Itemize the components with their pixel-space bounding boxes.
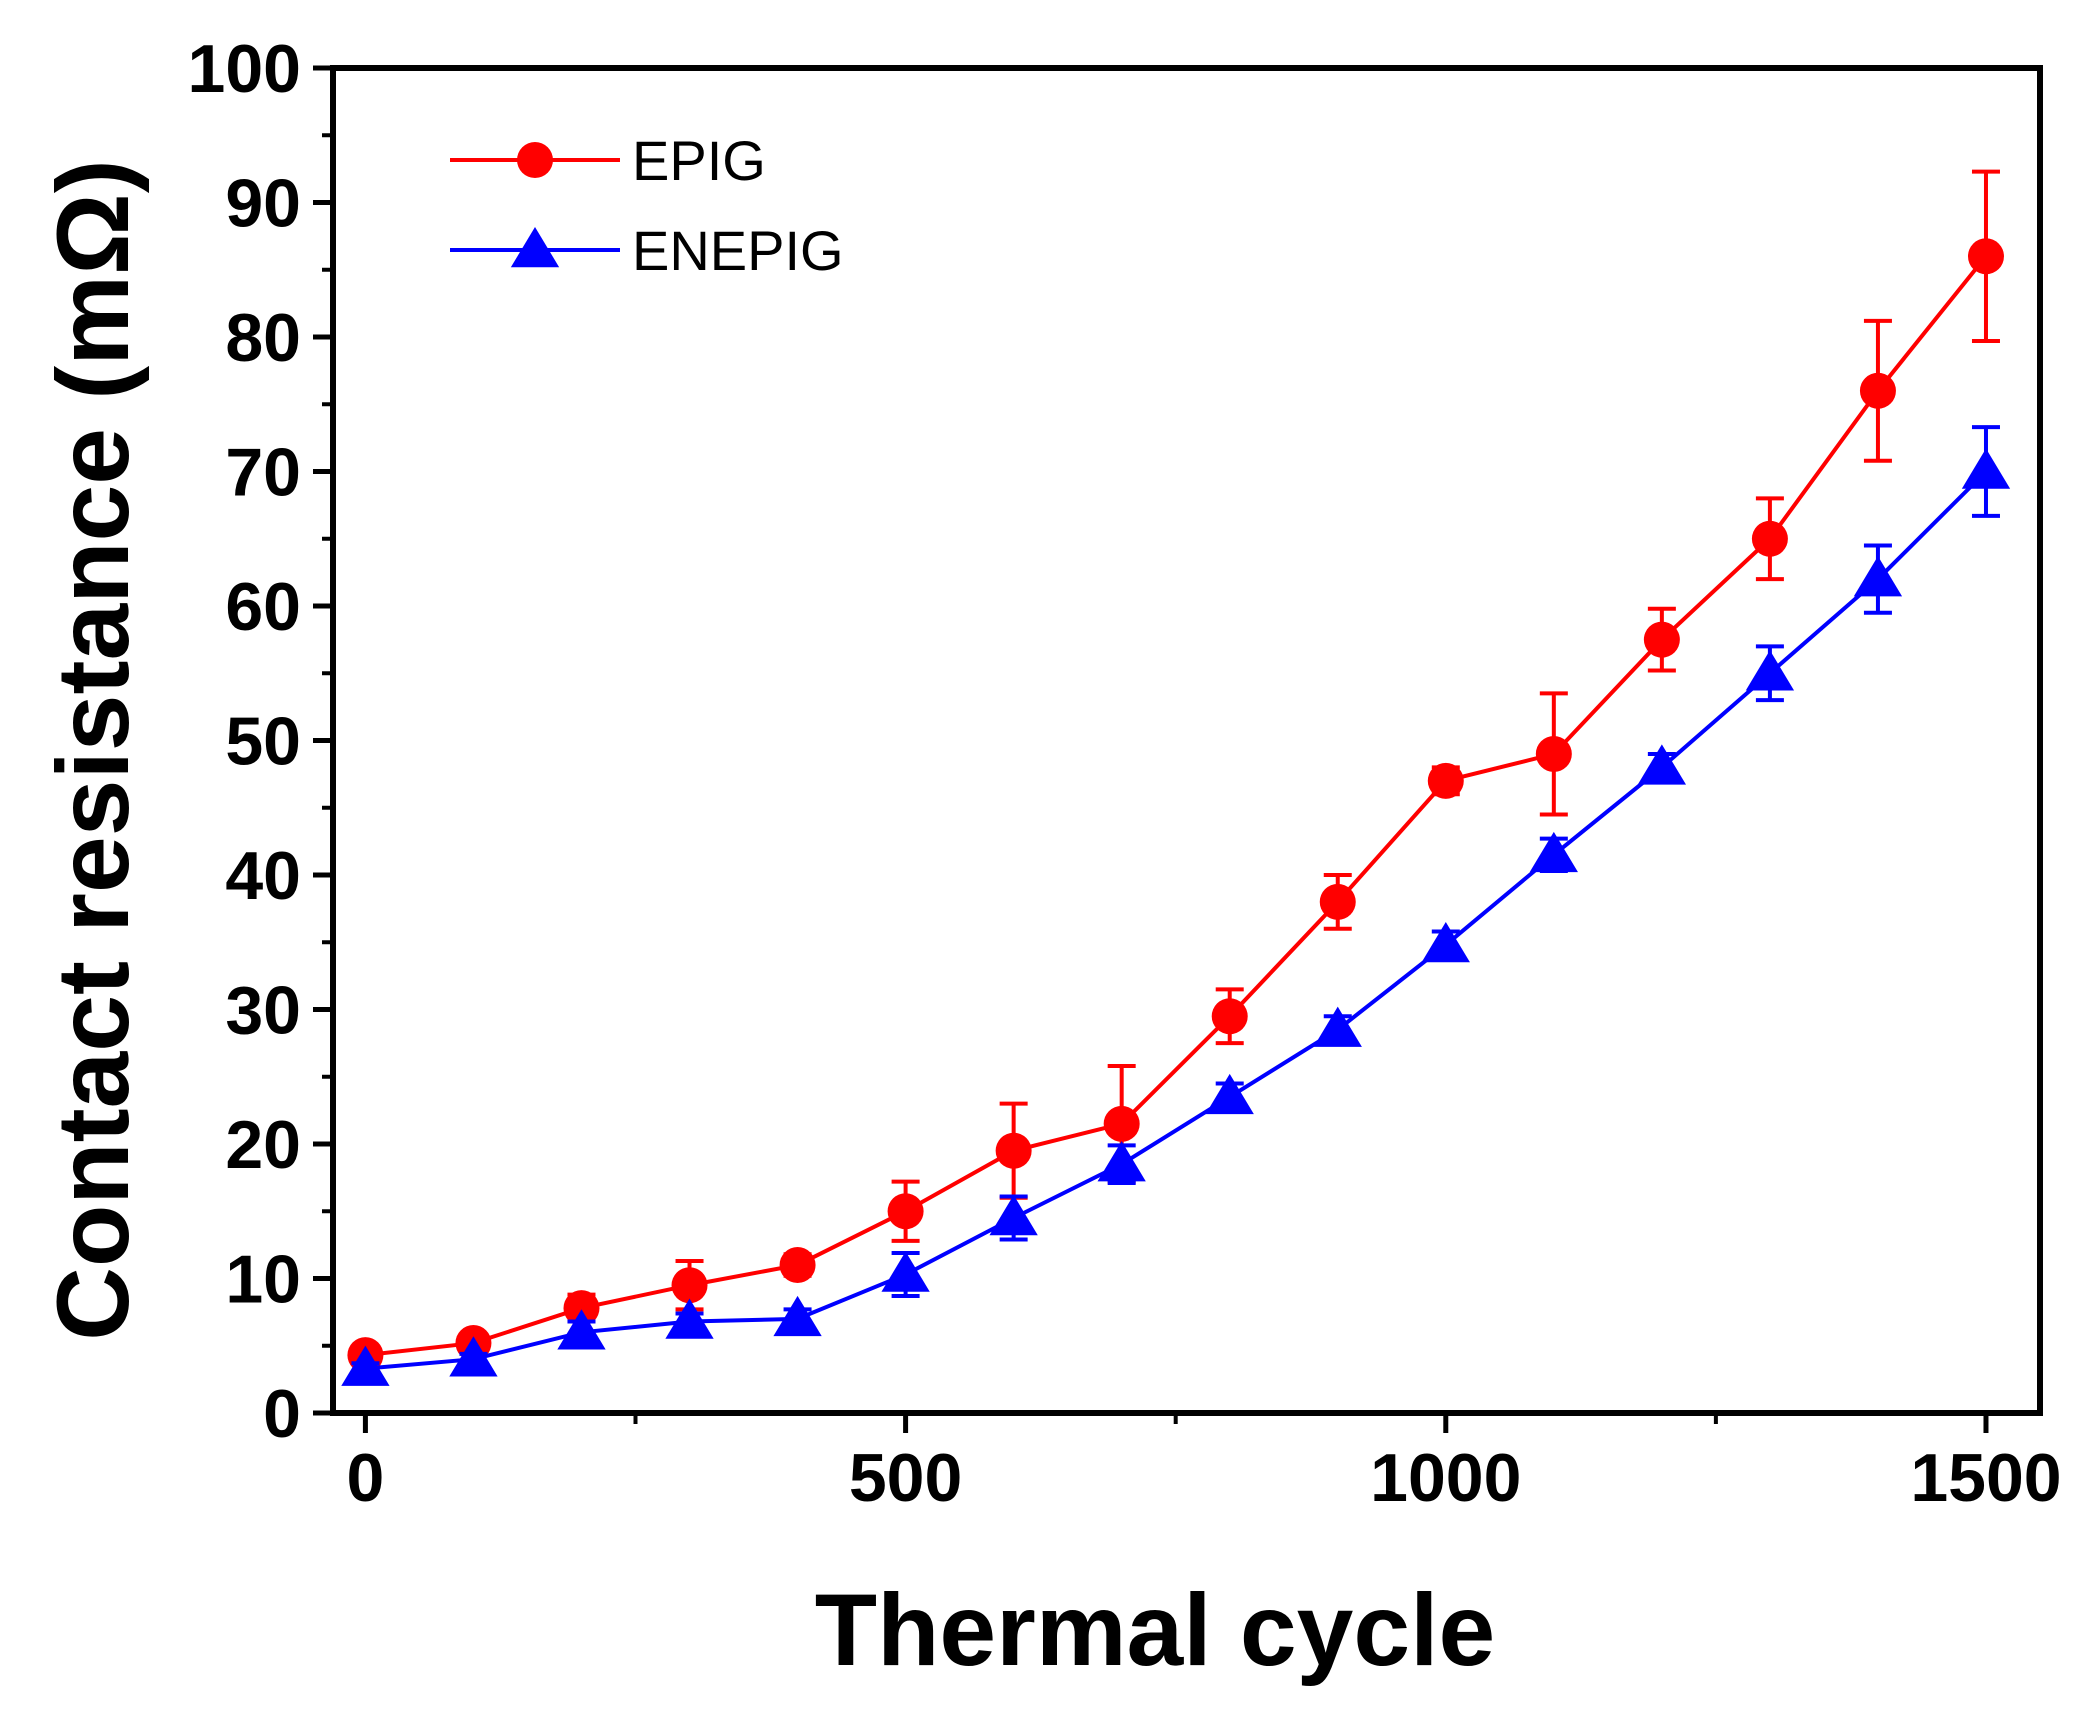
data-point-epig-1500: [1967, 238, 2004, 275]
data-point-epig-400: [779, 1247, 816, 1284]
legend: EPIG ENEPIG: [450, 129, 844, 282]
data-point-epig-1200: [1643, 621, 1680, 658]
data-point-epig-900: [1319, 883, 1356, 920]
data-point-epig-600: [995, 1132, 1032, 1169]
data-point-enepig-1300: [1745, 650, 1795, 691]
data-point-epig-1300: [1751, 520, 1788, 557]
x-tick-label-0: 0: [346, 1440, 384, 1516]
y-tick-label-50: 50: [225, 704, 301, 780]
data-point-enepig-400: [773, 1295, 822, 1337]
data-point-enepig-900: [1313, 1006, 1362, 1047]
data-point-enepig-700: [1097, 1141, 1146, 1182]
legend-item-epig: EPIG: [450, 129, 766, 192]
data-point-epig-1400: [1859, 372, 1896, 409]
data-point-enepig-1100: [1529, 831, 1578, 873]
y-axis-title: Contact resistance (mΩ): [36, 159, 150, 1340]
data-point-epig-300: [671, 1267, 708, 1304]
data-point-enepig-1200: [1637, 744, 1687, 785]
y-tick-label-10: 10: [225, 1242, 301, 1318]
y-tick-label-90: 90: [225, 166, 301, 242]
data-point-enepig-200: [557, 1309, 606, 1350]
y-tick-label-80: 80: [225, 300, 301, 376]
data-point-enepig-0: [341, 1345, 390, 1386]
data-point-epig-1000: [1427, 762, 1464, 799]
x-axis-title: Thermal cycle: [815, 1573, 1495, 1687]
data-point-enepig-800: [1205, 1073, 1254, 1115]
series-epig: [347, 169, 2004, 1374]
x-tick-label-500: 500: [849, 1440, 962, 1516]
y-tick-label-100: 100: [188, 31, 301, 107]
data-point-enepig-100: [449, 1336, 498, 1377]
legend-label-enepig: ENEPIG: [632, 219, 844, 282]
series-enepig: [341, 425, 2011, 1386]
data-point-enepig-300: [665, 1298, 714, 1339]
data-point-enepig-500: [881, 1251, 930, 1292]
data-point-epig-700: [1103, 1105, 1140, 1142]
data-point-enepig-600: [989, 1194, 1038, 1236]
legend-marker-epig: [517, 142, 553, 178]
y-tick-label-0: 0: [263, 1376, 301, 1452]
plot-frame: [330, 65, 2043, 1416]
data-point-enepig-1400: [1853, 556, 1903, 597]
legend-marker-enepig: [510, 227, 560, 268]
legend-item-enepig: ENEPIG: [450, 219, 844, 282]
series-line-enepig: [365, 470, 1988, 1371]
series-line-epig: [365, 255, 1988, 1358]
y-tick-label-70: 70: [225, 435, 301, 511]
y-tick-label-40: 40: [225, 838, 301, 914]
data-point-epig-200: [563, 1290, 600, 1327]
data-point-epig-500: [887, 1193, 924, 1230]
x-tick-label-1000: 1000: [1370, 1440, 1521, 1516]
data-point-epig-800: [1211, 998, 1248, 1035]
x-tick-label-1500: 1500: [1910, 1440, 2061, 1516]
series-layer: [341, 169, 2011, 1386]
data-point-enepig-1500: [1961, 448, 2011, 489]
y-tick-label-30: 30: [225, 973, 301, 1049]
data-point-enepig-1000: [1421, 921, 1470, 963]
legend-label-epig: EPIG: [632, 129, 766, 192]
data-point-epig-1100: [1535, 735, 1572, 772]
y-tick-label-60: 60: [225, 569, 301, 645]
y-tick-label-20: 20: [225, 1107, 301, 1183]
